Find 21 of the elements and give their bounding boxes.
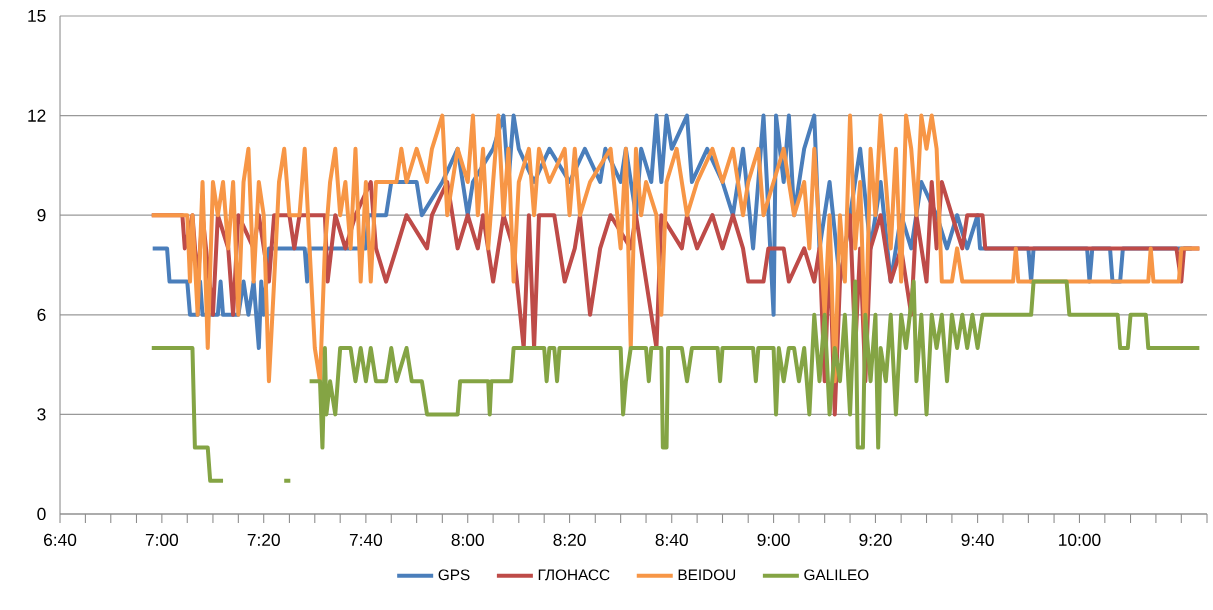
y-tick-label: 15 [28,9,46,23]
x-tick-label: 7:40 [349,533,383,546]
x-tick-label: 9:20 [859,533,892,546]
x-tick-label: 6:40 [44,533,77,546]
y-tick-label: 12 [28,109,46,122]
x-tick-label: 7:00 [145,533,179,546]
x-tick-label: 10:00 [1059,533,1101,546]
legend-label: GALILEO [804,569,869,581]
x-tick-label: 8:00 [451,533,484,546]
x-tick-label: 8:40 [655,533,688,546]
y-tick-label: 6 [37,308,46,321]
y-tick-label: 9 [37,209,46,222]
y-tick-label: 3 [37,408,46,421]
legend-label: GPS [438,569,470,581]
x-tick-label: 9:00 [757,533,790,546]
y-tick-label: 0 [37,507,46,521]
x-tick-label: 9:40 [961,533,994,546]
legend-label: BEIDOU [678,569,736,581]
x-tick-label: 7:20 [247,533,280,546]
legend-label: ГЛОНАСС [538,569,610,581]
x-tick-label: 8:20 [553,533,586,546]
